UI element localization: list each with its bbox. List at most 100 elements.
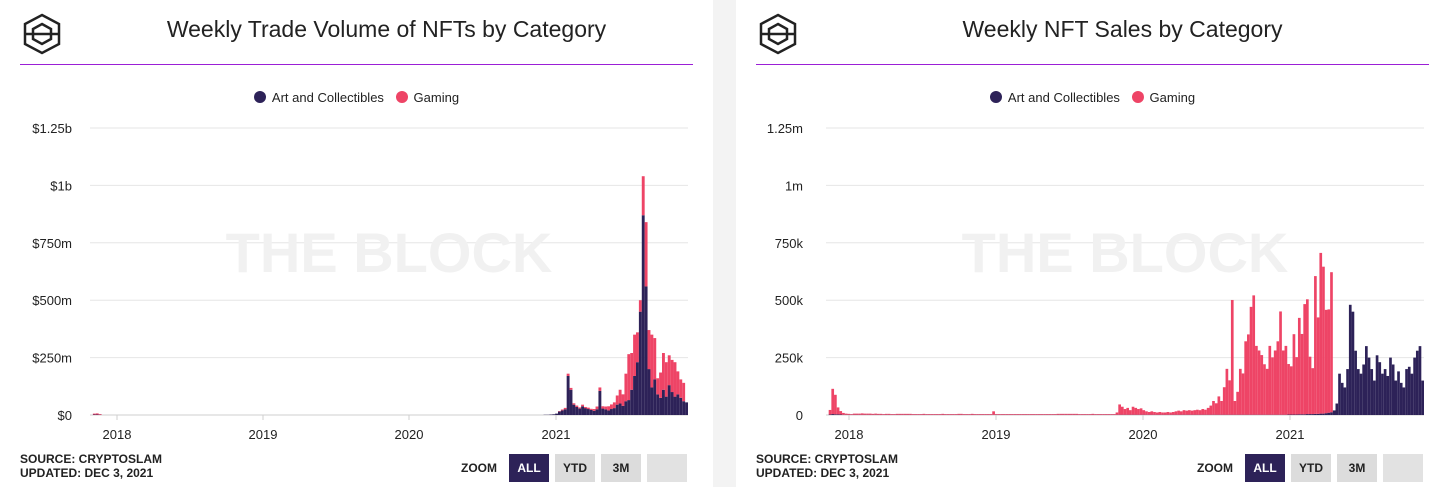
bar-art-and-collectibles[interactable] (667, 385, 671, 415)
bar-gaming[interactable] (586, 407, 590, 410)
bar-art-and-collectibles[interactable] (578, 408, 582, 415)
bar-gaming[interactable] (1171, 412, 1175, 415)
bar-gaming[interactable] (1225, 368, 1229, 415)
bar-gaming[interactable] (1209, 405, 1213, 415)
bar-art-and-collectibles[interactable] (673, 396, 677, 415)
bar-gaming[interactable] (653, 338, 657, 380)
bar-gaming[interactable] (624, 373, 628, 402)
bar-gaming[interactable] (1260, 355, 1264, 415)
bar-gaming[interactable] (1011, 414, 1014, 415)
bar-gaming[interactable] (98, 414, 102, 415)
bar-gaming[interactable] (842, 412, 845, 415)
bar-gaming[interactable] (1190, 410, 1194, 415)
bar-gaming[interactable] (560, 409, 564, 411)
bar-gaming[interactable] (847, 413, 851, 415)
bar-gaming[interactable] (1281, 350, 1285, 415)
bar-gaming[interactable] (992, 411, 995, 415)
bar-gaming[interactable] (1000, 414, 1003, 415)
legend-item-gaming[interactable]: Gaming (1131, 90, 1195, 105)
bar-gaming[interactable] (1059, 413, 1062, 415)
bar-art-and-collectibles[interactable] (610, 409, 613, 415)
bar-gaming[interactable] (1083, 414, 1087, 415)
bar-gaming[interactable] (1201, 409, 1205, 415)
bar-gaming[interactable] (919, 414, 923, 415)
bar-gaming[interactable] (578, 407, 582, 409)
bar-gaming[interactable] (1249, 306, 1253, 415)
bar-gaming[interactable] (604, 406, 608, 410)
bar-art-and-collectibles[interactable] (1402, 387, 1406, 415)
bar-gaming[interactable] (1040, 414, 1044, 415)
bar-gaming[interactable] (662, 353, 665, 390)
bar-art-and-collectibles[interactable] (624, 401, 628, 415)
bar-gaming[interactable] (667, 355, 671, 386)
bar-gaming[interactable] (1182, 410, 1186, 415)
bar-art-and-collectibles[interactable] (575, 406, 579, 415)
bar-art-and-collectibles[interactable] (1338, 373, 1341, 415)
bar-art-and-collectibles[interactable] (1410, 373, 1414, 415)
bar-art-and-collectibles[interactable] (1394, 380, 1398, 415)
bar-gaming[interactable] (1289, 366, 1293, 415)
bar-art-and-collectibles[interactable] (647, 369, 651, 415)
bar-art-and-collectibles[interactable] (1335, 403, 1339, 415)
bar-art-and-collectibles[interactable] (612, 408, 616, 415)
bar-gaming[interactable] (1276, 341, 1280, 415)
bar-gaming[interactable] (621, 394, 625, 406)
bar-gaming[interactable] (952, 414, 955, 415)
bar-gaming[interactable] (584, 406, 587, 409)
bar-gaming[interactable] (844, 413, 848, 415)
zoom-all-button[interactable]: ALL (1245, 454, 1285, 482)
bar-gaming[interactable] (946, 414, 950, 415)
bar-gaming[interactable] (618, 389, 622, 404)
bar-art-and-collectibles[interactable] (664, 396, 668, 415)
bar-art-and-collectibles[interactable] (1375, 355, 1379, 415)
bar-gaming[interactable] (1198, 410, 1202, 415)
bar-art-and-collectibles[interactable] (1421, 380, 1424, 415)
bar-art-and-collectibles[interactable] (1306, 414, 1309, 415)
bar-art-and-collectibles[interactable] (1343, 387, 1347, 415)
bar-gaming[interactable] (1145, 411, 1148, 415)
bar-gaming[interactable] (917, 414, 920, 415)
zoom-ytd-button[interactable]: YTD (1291, 454, 1331, 482)
bar-gaming[interactable] (938, 414, 942, 415)
bar-gaming[interactable] (1115, 412, 1119, 415)
bar-gaming[interactable] (1153, 412, 1156, 415)
bar-gaming[interactable] (569, 387, 573, 390)
bar-gaming[interactable] (863, 413, 867, 415)
bar-gaming[interactable] (986, 414, 990, 415)
bar-gaming[interactable] (1064, 413, 1068, 415)
bar-gaming[interactable] (1112, 414, 1116, 415)
bar-gaming[interactable] (1222, 387, 1226, 415)
bar-gaming[interactable] (1241, 373, 1245, 415)
bar-art-and-collectibles[interactable] (679, 397, 683, 415)
bar-gaming[interactable] (887, 413, 891, 415)
bar-gaming[interactable] (676, 371, 680, 395)
bar-gaming[interactable] (610, 404, 613, 410)
bar-gaming[interactable] (836, 407, 840, 415)
bar-gaming[interactable] (962, 414, 966, 415)
bar-gaming[interactable] (1110, 414, 1113, 415)
bar-art-and-collectibles[interactable] (1322, 413, 1325, 415)
bar-art-and-collectibles[interactable] (1413, 357, 1416, 415)
bar-gaming[interactable] (954, 414, 958, 415)
bar-gaming[interactable] (1147, 412, 1151, 415)
bar-gaming[interactable] (575, 405, 579, 407)
bar-gaming[interactable] (855, 413, 859, 415)
bar-gaming[interactable] (984, 414, 987, 415)
bar-gaming[interactable] (641, 176, 645, 216)
bar-gaming[interactable] (1238, 368, 1242, 415)
bar-gaming[interactable] (909, 413, 912, 415)
bar-gaming[interactable] (1035, 414, 1038, 415)
bar-gaming[interactable] (1330, 272, 1333, 413)
bar-gaming[interactable] (1137, 409, 1140, 415)
zoom-3m-button[interactable]: 3M (1337, 454, 1377, 482)
bar-gaming[interactable] (876, 413, 880, 415)
bar-art-and-collectibles[interactable] (1359, 373, 1363, 415)
bar-gaming[interactable] (1217, 396, 1221, 415)
bar-gaming[interactable] (1096, 414, 1100, 415)
bar-gaming[interactable] (1303, 304, 1307, 415)
bar-gaming[interactable] (601, 406, 605, 409)
bar-gaming[interactable] (960, 413, 963, 415)
bar-gaming[interactable] (1005, 414, 1009, 415)
bar-gaming[interactable] (903, 413, 907, 415)
bar-gaming[interactable] (1265, 368, 1269, 415)
